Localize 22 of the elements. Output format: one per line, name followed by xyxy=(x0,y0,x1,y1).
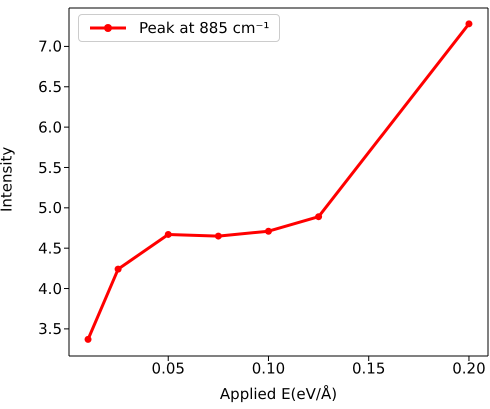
x-tick-label: 0.15 xyxy=(352,360,386,378)
x-axis-title: Applied E(eV/Å) xyxy=(220,385,338,403)
y-axis-title: Intensity xyxy=(0,146,16,212)
point xyxy=(84,336,92,343)
point xyxy=(315,213,322,220)
x-tick-label: 0.05 xyxy=(152,360,185,378)
y-tick-label: 6.5 xyxy=(38,78,62,96)
point xyxy=(264,228,272,235)
y-tick-label: 5.5 xyxy=(38,158,62,177)
y-tick-label: 4.5 xyxy=(38,240,62,258)
y-tick-label: 7.0 xyxy=(38,38,62,56)
point xyxy=(465,20,472,28)
y-tick-label: 6.0 xyxy=(38,118,62,136)
legend-label: Peak at 885 cm⁻¹ xyxy=(139,19,270,37)
point xyxy=(164,230,172,238)
y-tick-label: 4.0 xyxy=(38,280,62,298)
y-tick-label: 5.0 xyxy=(38,199,62,218)
y-tick-label: 3.5 xyxy=(38,320,62,338)
point xyxy=(214,232,222,240)
point xyxy=(114,266,122,273)
x-tick-label: 0.10 xyxy=(252,360,286,378)
x-tick-label: 0.20 xyxy=(452,360,486,378)
